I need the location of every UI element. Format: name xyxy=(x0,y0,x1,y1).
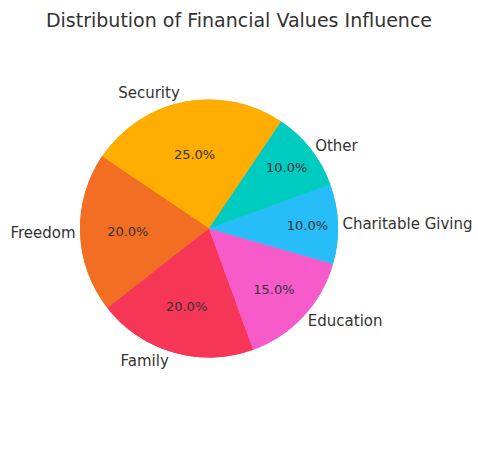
svg-text:Family: Family xyxy=(121,352,169,370)
svg-text:Security: Security xyxy=(118,84,180,102)
svg-text:20.0%: 20.0% xyxy=(107,224,148,239)
svg-text:20.0%: 20.0% xyxy=(166,299,207,314)
svg-text:10.0%: 10.0% xyxy=(266,160,307,175)
svg-text:Freedom: Freedom xyxy=(10,224,75,242)
svg-text:15.0%: 15.0% xyxy=(253,282,294,297)
svg-text:10.0%: 10.0% xyxy=(287,218,328,233)
svg-text:Other: Other xyxy=(315,137,358,155)
svg-text:Charitable Giving: Charitable Giving xyxy=(342,215,472,233)
svg-text:Distribution of Financial Valu: Distribution of Financial Values Influen… xyxy=(46,9,432,31)
svg-text:Education: Education xyxy=(308,312,383,330)
svg-text:25.0%: 25.0% xyxy=(174,147,215,162)
